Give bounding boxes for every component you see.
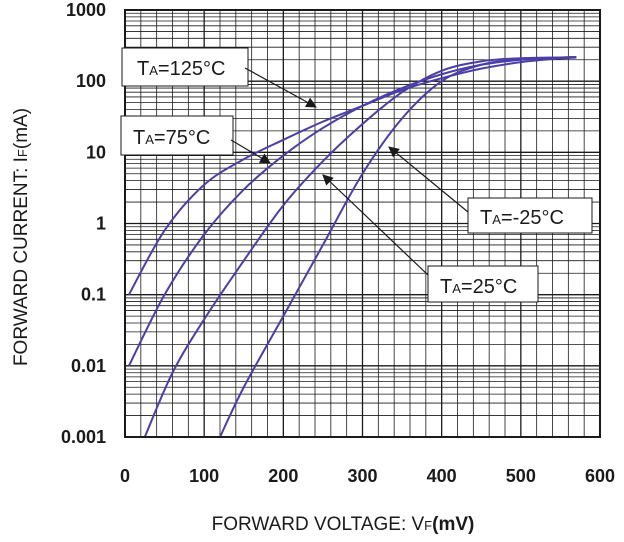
arrow-25c bbox=[322, 174, 429, 276]
series-curves bbox=[128, 56, 577, 438]
callout-minus25c: TA=-25°C bbox=[467, 197, 593, 234]
y-axis-title-sub: F bbox=[15, 149, 30, 157]
arrow-125c bbox=[244, 67, 317, 108]
series-line-0 bbox=[128, 56, 577, 296]
plot-border bbox=[124, 9, 601, 438]
y-tick-label: 10 bbox=[86, 142, 106, 162]
y-axis-title-unit: (mA) bbox=[11, 108, 32, 149]
callout-75c: TA=75°C bbox=[120, 115, 234, 156]
x-axis-title-main: FORWARD VOLTAGE: V bbox=[212, 514, 425, 535]
x-tick-label: 0 bbox=[120, 466, 130, 486]
arrow-minus25c bbox=[388, 146, 469, 213]
callout-75c-label: TA=75°C bbox=[133, 127, 210, 149]
x-axis-title: FORWARD VOLTAGE: VF(mV) bbox=[212, 514, 475, 535]
x-axis-title-unit: (mV) bbox=[432, 514, 474, 535]
arrow-75c bbox=[230, 139, 271, 164]
callout-25c: TA=25°C bbox=[427, 265, 539, 303]
series-line-2 bbox=[143, 56, 577, 438]
y-axis-title-main: FORWARD CURRENT: I bbox=[11, 157, 32, 366]
x-tick-label: 100 bbox=[189, 466, 219, 486]
y-tick-label: 100 bbox=[76, 71, 106, 91]
callout-125c: TA=125°C bbox=[121, 47, 249, 87]
y-tick-label: 0.001 bbox=[61, 427, 106, 447]
callout-minus25c-label: TA=-25°C bbox=[480, 207, 564, 229]
x-tick-label: 300 bbox=[347, 466, 377, 486]
y-tick-label: 0.01 bbox=[71, 356, 106, 376]
series-line-3 bbox=[219, 56, 577, 438]
callout-125c-label: TA=125°C bbox=[137, 58, 225, 80]
y-tick-label: 1 bbox=[96, 214, 106, 234]
x-tick-label: 600 bbox=[585, 466, 615, 486]
x-tick-label: 200 bbox=[268, 466, 298, 486]
y-tick-label: 1000 bbox=[66, 0, 106, 20]
x-tick-label: 500 bbox=[506, 466, 536, 486]
plot-frame bbox=[124, 9, 601, 438]
callout-25c-label: TA=25°C bbox=[440, 276, 517, 298]
x-tick-label: 400 bbox=[427, 466, 457, 486]
y-axis-title: FORWARD CURRENT: IF(mA) bbox=[11, 108, 32, 366]
y-tick-label: 0.1 bbox=[81, 285, 106, 305]
tick-labels: 0 100 200 300 400 500 600 0.001 0.01 0.1 1 10 100 100… bbox=[61, 0, 615, 486]
x-axis-title-sub: F bbox=[424, 518, 432, 533]
